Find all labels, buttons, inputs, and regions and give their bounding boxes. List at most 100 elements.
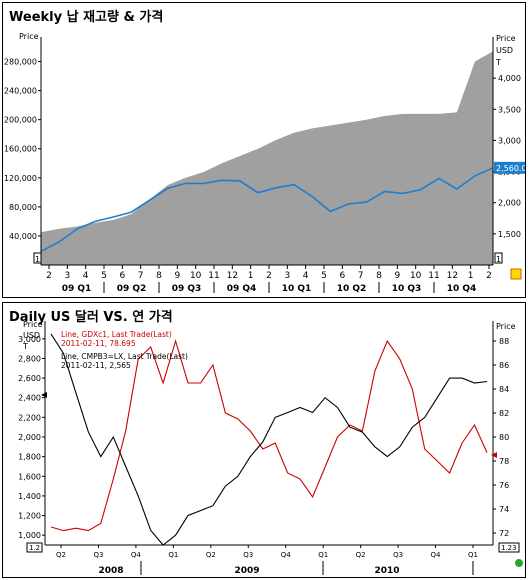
month-tick-label: 3 [284,271,290,281]
quarter-tick-label: Q1 [468,551,478,559]
month-tick-label: 2 [266,271,272,281]
last-value-badge [494,161,525,174]
right-tick-label: 76 [499,481,509,490]
legend-line2: 2011-02-11, 2,565 [61,361,131,370]
left-tick-label: 40,000 [9,232,37,241]
quarter-tick-label: Q3 [393,551,403,559]
month-tick-label: 4 [303,271,309,281]
usd-vs-lead-chart-panel: Daily US 달러 VS. 연 가격 Price USD T Price 1,000… [2,302,526,578]
right-tick-label: 78 [499,457,509,466]
quarter-label: 09 Q2 [117,284,147,294]
left-tick-label: 2,000 [18,433,41,442]
month-tick-label: 9 [174,271,180,281]
left-axis-label: Price [23,320,43,329]
quarter-label: 09 Q4 [227,284,257,294]
month-tick-label: 10 [190,271,202,281]
last-value-label: 2,560.0 [496,164,525,173]
left-tick-label: 120,000 [4,174,37,183]
right-tick-label: 1,500 [498,230,521,239]
price-line [40,167,494,253]
quarter-label: 10 Q1 [282,284,312,294]
quarter-tick-label: Q2 [206,551,216,559]
right-tick-label: 84 [499,385,509,394]
month-tick-label: 5 [101,271,107,281]
left-last-marker [41,392,47,398]
right-corner-badge-text: 1.23 [501,544,517,552]
quarter-label: 10 Q4 [447,284,477,294]
month-tick-label: 7 [358,271,364,281]
stock-price-chart-svg: Price Price USD T 40,000 80,000 120,000 160,000… [4,32,525,294]
right-tick-label: 88 [499,337,509,346]
right-corner-badge [494,252,503,264]
left-tick-label: 1,200 [18,512,41,521]
quarter-tick-label: Q4 [131,551,142,559]
gold-price-line [50,339,488,532]
month-tick-label: 2 [46,271,52,281]
month-tick-label: 9 [394,271,400,281]
quarter-tick-label: Q4 [431,551,442,559]
left-tick-label: 2,600 [18,374,41,383]
quarter-tick-label: Q2 [356,551,366,559]
right-last-marker [491,452,497,458]
year-label: 2009 [234,566,259,576]
month-tick-label: 8 [376,271,382,281]
legend-line2: 2011-02-11, 78.695 [61,339,136,348]
month-tick-label: 12 [447,271,458,281]
quarter-tick-label: Q1 [168,551,178,559]
stock-price-chart-panel: Weekly 납 재고량 & 가격 Price Price USD T 40,000 80… [2,2,526,298]
month-tick-label: 1 [468,271,474,281]
left-tick-label: 200,000 [4,116,37,125]
right-tick-label: 82 [499,409,509,418]
left-tick-label: 1,400 [18,492,41,501]
legend-line1: Line, CMPB3=LX, Last Trade(Last) [61,352,188,361]
quarter-tick-label: Q3 [243,551,253,559]
legend-line1: Line, GDXc1, Last Trade(Last) [61,330,172,339]
month-tick-label: 6 [119,271,125,281]
quarter-tick-label: Q2 [56,551,66,559]
left-corner-badge-text: 1 [35,255,40,264]
lead-price-line [50,333,488,546]
left-corner-badge [26,542,43,553]
month-tick-label: 5 [321,271,327,281]
left-axis-label: Price [19,32,39,41]
quarter-label: 10 Q3 [392,284,422,294]
month-tick-label: 4 [83,271,89,281]
year-label: 2008 [98,566,123,576]
left-tick-label: 280,000 [4,58,37,67]
right-axis-label: Price [496,322,516,331]
usd-vs-lead-chart-svg: Price USD T Price 1,000 1,200 1,400 1,600 1,800 2… [18,320,523,576]
right-tick-label: 80 [499,433,509,442]
left-corner-badge [33,252,42,264]
left-tick-label: 1,600 [18,472,41,481]
right-axis-label: T [495,58,501,67]
left-tick-label: 160,000 [4,145,37,154]
quarter-label: 10 Q2 [337,284,367,294]
left-tick-label: 80,000 [9,203,37,212]
right-tick-label: 72 [499,529,509,538]
inventory-area [41,51,493,266]
month-tick-label: 8 [156,271,162,281]
month-tick-label: 2 [486,271,492,281]
quarter-tick-label: Q1 [318,551,328,559]
right-tick-label: 3,500 [498,105,521,114]
right-corner-badge-text: 1 [496,255,501,264]
quarter-tick-label: Q4 [281,551,292,559]
month-tick-label: 11 [428,271,439,281]
quarter-label: 09 Q1 [62,284,92,294]
quarter-label: 09 Q3 [172,284,202,294]
left-axis-label: T [22,342,28,351]
month-tick-label: 7 [138,271,144,281]
left-tick-label: 2,200 [18,413,41,422]
month-tick-label: 6 [339,271,345,281]
left-tick-label: 1,800 [18,453,41,462]
left-tick-label: 240,000 [4,87,37,96]
refresh-icon [510,268,522,280]
right-axis-label: USD [496,46,513,55]
left-tick-label: 1,000 [18,531,41,540]
right-tick-label: 74 [499,505,509,514]
left-tick-label: 3,000 [18,335,41,344]
chart-title: Daily US 달러 VS. 연 가격 [9,310,173,325]
year-label: 2010 [374,566,399,576]
month-tick-label: 11 [208,271,219,281]
right-axis-label: Price [496,34,516,43]
